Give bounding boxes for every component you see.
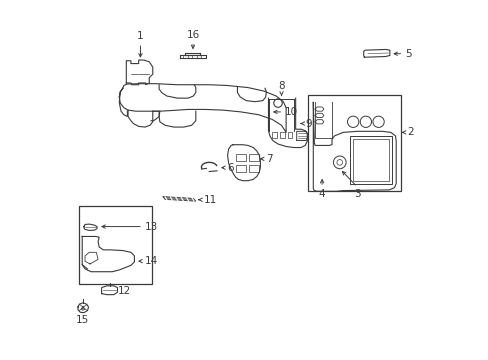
Bar: [271, 132, 276, 138]
Text: 10: 10: [284, 107, 297, 117]
Bar: [352, 139, 388, 181]
Text: 11: 11: [203, 195, 217, 205]
Bar: [349, 136, 391, 184]
Text: 9: 9: [305, 118, 311, 129]
Text: 13: 13: [145, 221, 158, 231]
Text: 4: 4: [318, 189, 325, 199]
Bar: [235, 154, 245, 161]
Text: 3: 3: [353, 189, 360, 199]
Bar: [248, 165, 259, 172]
Text: 16: 16: [186, 30, 199, 40]
Bar: [79, 207, 151, 284]
Text: 5: 5: [404, 49, 411, 59]
Text: 14: 14: [145, 256, 158, 266]
Bar: [287, 132, 292, 138]
Bar: [307, 95, 401, 190]
Text: 15: 15: [76, 315, 89, 325]
Text: 6: 6: [227, 163, 234, 173]
Text: 1: 1: [137, 31, 143, 41]
Bar: [235, 165, 245, 172]
Text: 2: 2: [407, 127, 413, 138]
Bar: [279, 132, 284, 138]
Text: 8: 8: [278, 81, 285, 91]
Polygon shape: [163, 197, 195, 201]
Text: 7: 7: [266, 154, 272, 164]
Bar: [248, 154, 259, 161]
Text: 12: 12: [117, 286, 130, 296]
